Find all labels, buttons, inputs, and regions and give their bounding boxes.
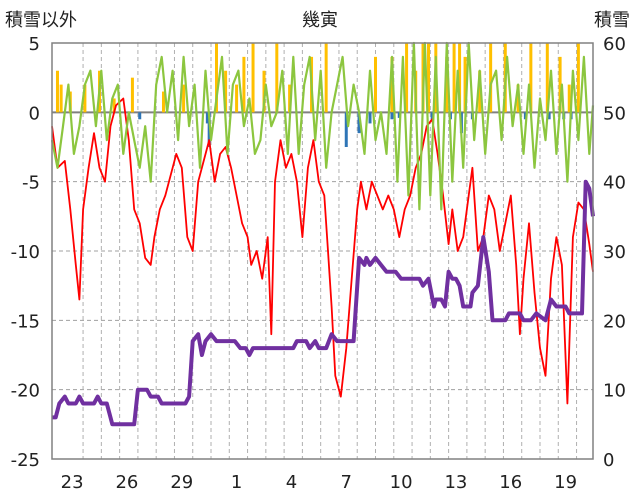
precip-bar (288, 84, 292, 113)
precip-bar (545, 43, 549, 113)
blue-bar (390, 112, 394, 120)
series-line-1 (51, 97, 594, 405)
left-tick-label: -25 (11, 450, 40, 471)
precip-bar (83, 84, 87, 113)
blue-bar (357, 112, 361, 134)
right-tick-label: 60 (603, 34, 626, 55)
left-tick-label: -5 (22, 173, 40, 194)
chart-title: 幾寅 (302, 10, 338, 31)
left-tick-label: 5 (29, 34, 40, 55)
series-line-2 (50, 41, 595, 211)
precip-bar (516, 84, 520, 113)
precip-bar (529, 43, 533, 113)
left-axis-label: 積雪以外 (5, 10, 77, 31)
precip-bar (458, 43, 462, 113)
blue-bar (523, 112, 527, 120)
precip-bar (478, 70, 482, 113)
right-tick-label: 10 (603, 381, 626, 402)
x-tick-label: 13 (444, 472, 467, 493)
precip-bar (161, 91, 165, 113)
x-tick-label: 16 (499, 472, 522, 493)
precip-bar (452, 43, 456, 113)
precip-bar (445, 56, 449, 113)
right-axis-label: 積雪 (594, 10, 630, 31)
precip-bar (275, 43, 279, 113)
precip-bar (262, 70, 266, 113)
precip-bar (489, 43, 493, 113)
blue-bar (547, 112, 551, 120)
x-tick-label: 29 (170, 472, 193, 493)
precip-bar (55, 70, 59, 113)
precip-bar (427, 43, 431, 113)
right-tick-label: 40 (603, 173, 626, 194)
blue-bar (368, 112, 372, 124)
x-tick-label: 1 (231, 472, 242, 493)
blue-bar (344, 112, 348, 147)
x-tick-label: 4 (286, 472, 297, 493)
x-tick-label: 19 (554, 472, 577, 493)
precip-bar (567, 84, 571, 113)
plot-frame (51, 42, 594, 460)
precip-bar (251, 43, 255, 113)
precip-bar (576, 43, 580, 113)
x-tick-label: 7 (341, 472, 352, 493)
left-tick-label: -10 (11, 242, 40, 263)
precip-bar (59, 84, 63, 113)
precip-bar (214, 43, 218, 113)
right-tick-label: 0 (603, 450, 614, 471)
precip-bar (182, 84, 186, 113)
left-tick-label: -20 (11, 381, 40, 402)
series-line-3 (52, 179, 595, 427)
left-tick-label: 0 (29, 103, 40, 124)
precip-bar (374, 56, 378, 113)
right-tick-label: 30 (603, 242, 626, 263)
blue-bar (138, 112, 142, 120)
left-tick-label: -15 (11, 311, 40, 332)
precip-bar (242, 56, 246, 113)
x-tick-label: 10 (390, 472, 413, 493)
precip-bar (463, 56, 467, 113)
precip-bar (390, 56, 394, 113)
blue-bar (430, 112, 434, 121)
series-layer (50, 41, 595, 427)
precip-bar (112, 98, 116, 113)
x-tick-label: 26 (115, 472, 138, 493)
blue-bar (205, 112, 209, 124)
precip-bar (130, 77, 134, 113)
precip-bar (558, 56, 562, 113)
right-tick-label: 50 (603, 103, 626, 124)
precip-bar (224, 70, 228, 113)
precip-bar (405, 43, 409, 113)
precip-bar (324, 43, 328, 113)
precip-bar (235, 84, 239, 113)
x-tick-label: 23 (61, 472, 84, 493)
right-tick-label: 20 (603, 311, 626, 332)
